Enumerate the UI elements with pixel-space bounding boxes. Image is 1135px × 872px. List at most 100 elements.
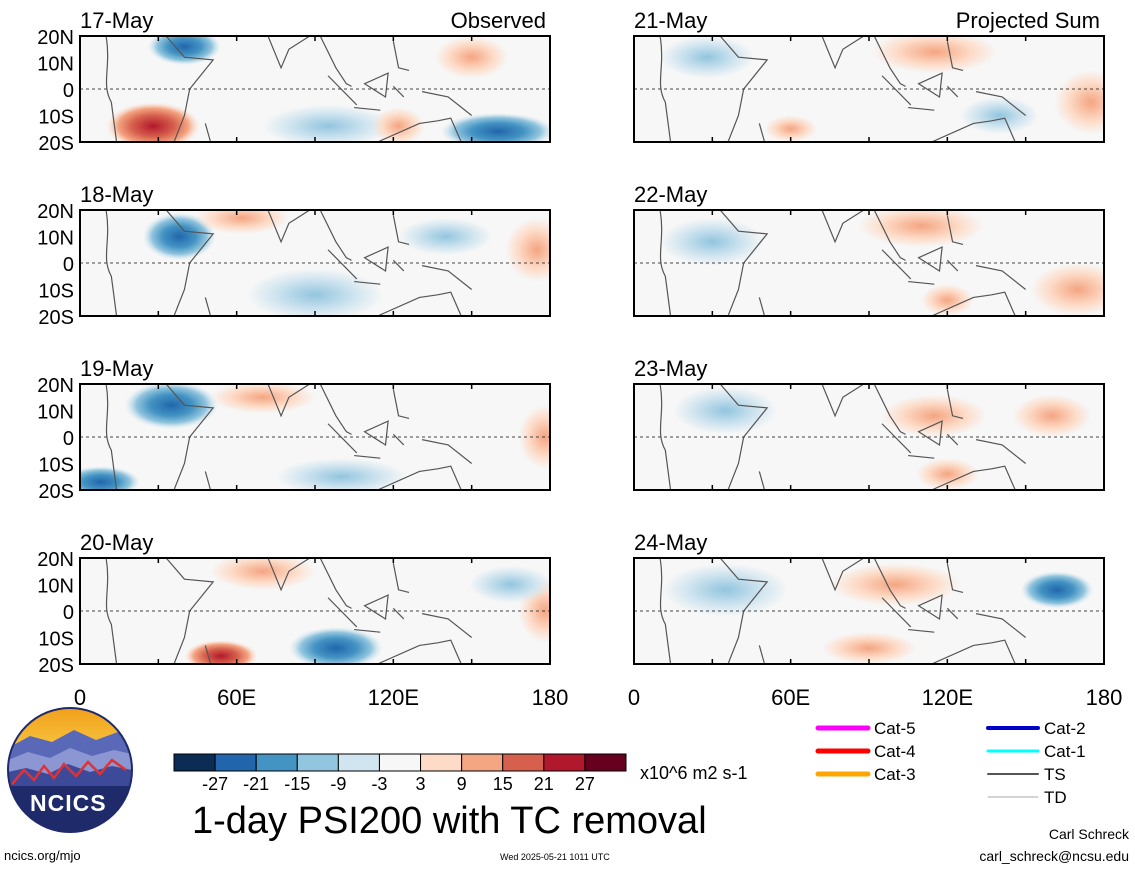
colorbar-tick-label: 3 — [416, 774, 426, 794]
colorbar-tick-label: 15 — [493, 774, 513, 794]
anomaly-contour — [673, 386, 778, 435]
anomaly-contour — [80, 466, 141, 490]
panel-date: 18-May — [80, 182, 153, 207]
x-tick-label: 180 — [532, 685, 569, 710]
colorbar-swatch — [461, 753, 504, 772]
anomaly-contour — [1020, 571, 1094, 609]
colorbar-tick-label: 21 — [534, 774, 554, 794]
y-tick-label: 10N — [37, 54, 74, 76]
x-tick-label: 120E — [368, 685, 419, 710]
x-tick-label: 0 — [628, 685, 640, 710]
colorbar-tick-label: 27 — [575, 774, 595, 794]
x-tick-label: 60E — [771, 685, 810, 710]
panel-date: 17-May — [80, 8, 153, 33]
tc-legend-item: Cat-2 — [986, 719, 1086, 738]
colorbar-swatch — [584, 753, 627, 772]
panel-23-may: 23-May — [633, 356, 1105, 491]
colorbar-tick-label: -27 — [202, 774, 228, 794]
x-tick-label: 180 — [1086, 685, 1123, 710]
colorbar-swatch — [543, 753, 586, 772]
anomaly-contour — [871, 36, 997, 74]
panel-date: 22-May — [634, 182, 707, 207]
anomaly-contour — [660, 36, 755, 79]
tc-legend-label: TD — [1044, 788, 1067, 807]
y-tick-label: 20N — [37, 201, 74, 223]
colorbar-swatch — [214, 753, 257, 772]
colorbar-swatch — [378, 753, 422, 772]
colorbar-swatch — [255, 753, 298, 772]
tc-legend-item: Cat-3 — [815, 765, 916, 784]
y-tick-label: 0 — [63, 428, 74, 450]
site-url: ncics.org/mjo — [4, 848, 81, 863]
panel-date: 23-May — [634, 356, 707, 381]
anomaly-contour — [960, 96, 1039, 135]
y-tick-label: 20N — [37, 27, 74, 49]
panel-21-may: 21-May Projected Sum — [633, 8, 1105, 143]
anomaly-contour — [275, 458, 407, 490]
tc-legend-label: TS — [1044, 765, 1066, 784]
y-tick-label: 10N — [37, 576, 74, 598]
anomaly-contour — [398, 217, 493, 256]
anomaly-contour — [469, 565, 550, 604]
anomaly-contour — [147, 36, 221, 66]
y-tick-label: 20S — [38, 481, 74, 503]
tc-legend-item: Cat-5 — [815, 719, 916, 738]
panel-date: 19-May — [80, 356, 153, 381]
y-tick-label: 20N — [37, 549, 74, 571]
coastline — [659, 210, 1027, 316]
y-tick-label: 0 — [63, 80, 74, 102]
coastline — [659, 558, 1027, 664]
x-tick-label: 0 — [74, 685, 86, 710]
anomaly-contour — [124, 384, 219, 430]
panel-17-may: 17-May Observed 20N 10N 0 10S 20S — [37, 8, 551, 155]
tc-legend-item: Cat-1 — [986, 742, 1086, 761]
anomaly-contour — [829, 563, 961, 606]
logo-text: NCICS — [30, 790, 107, 816]
y-tick-label: 10S — [38, 629, 74, 651]
anomaly-contour — [184, 640, 258, 664]
anomaly-contour — [262, 104, 394, 142]
anomaly-contour — [764, 115, 817, 142]
anomaly-contour — [518, 405, 550, 469]
colorbar-swatch — [173, 753, 216, 772]
colorbar-swatch — [502, 753, 545, 772]
y-tick-label: 20S — [38, 655, 74, 677]
anomaly-contour — [288, 626, 383, 664]
panel-19-may: 19-May 20N 10N 0 10S 20S — [37, 356, 551, 503]
y-tick-label: 20S — [38, 133, 74, 155]
y-tick-label: 10S — [38, 107, 74, 129]
anomaly-contour — [106, 102, 201, 142]
timestamp: Wed 2025-05-21 1011 UTC — [500, 852, 610, 862]
author-email: carl_schreck@ncsu.edu — [979, 848, 1129, 864]
x-tick-label: 60E — [217, 685, 256, 710]
tc-legend-label: Cat-2 — [1044, 719, 1086, 738]
y-tick-label: 10N — [37, 228, 74, 250]
y-tick-label: 20S — [38, 307, 74, 329]
anomaly-contour — [822, 632, 916, 664]
anomaly-contour — [210, 558, 315, 590]
panel-20-may: 20-May 20N 10N 0 10S 20S — [37, 530, 551, 677]
y-tick-label: 10N — [37, 402, 74, 424]
tc-legend-item: TD — [987, 788, 1067, 807]
tc-legend-label: Cat-3 — [874, 765, 916, 784]
anomaly-contour — [1054, 70, 1104, 135]
y-tick-label: 20N — [37, 375, 74, 397]
panel-date: 21-May — [634, 8, 707, 33]
anomaly-contour — [372, 107, 425, 142]
anomaly-contour — [247, 268, 383, 316]
tc-legend-label: Cat-5 — [874, 719, 916, 738]
coastline — [105, 210, 473, 316]
anomaly-contour — [142, 212, 216, 261]
y-tick-label: 10S — [38, 281, 74, 303]
coastline — [105, 384, 473, 490]
anomaly-contour — [858, 210, 984, 248]
panel-date: 20-May — [80, 530, 153, 555]
anomaly-contour — [916, 458, 979, 490]
anomaly-contour — [194, 210, 289, 234]
tc-legend-item: Cat-4 — [815, 742, 916, 761]
panel-18-may: 18-May 20N 10N 0 10S 20S — [37, 182, 551, 329]
tc-legend-item: TS — [987, 765, 1066, 784]
anomaly-contour — [1012, 394, 1091, 437]
y-tick-label: 0 — [63, 602, 74, 624]
